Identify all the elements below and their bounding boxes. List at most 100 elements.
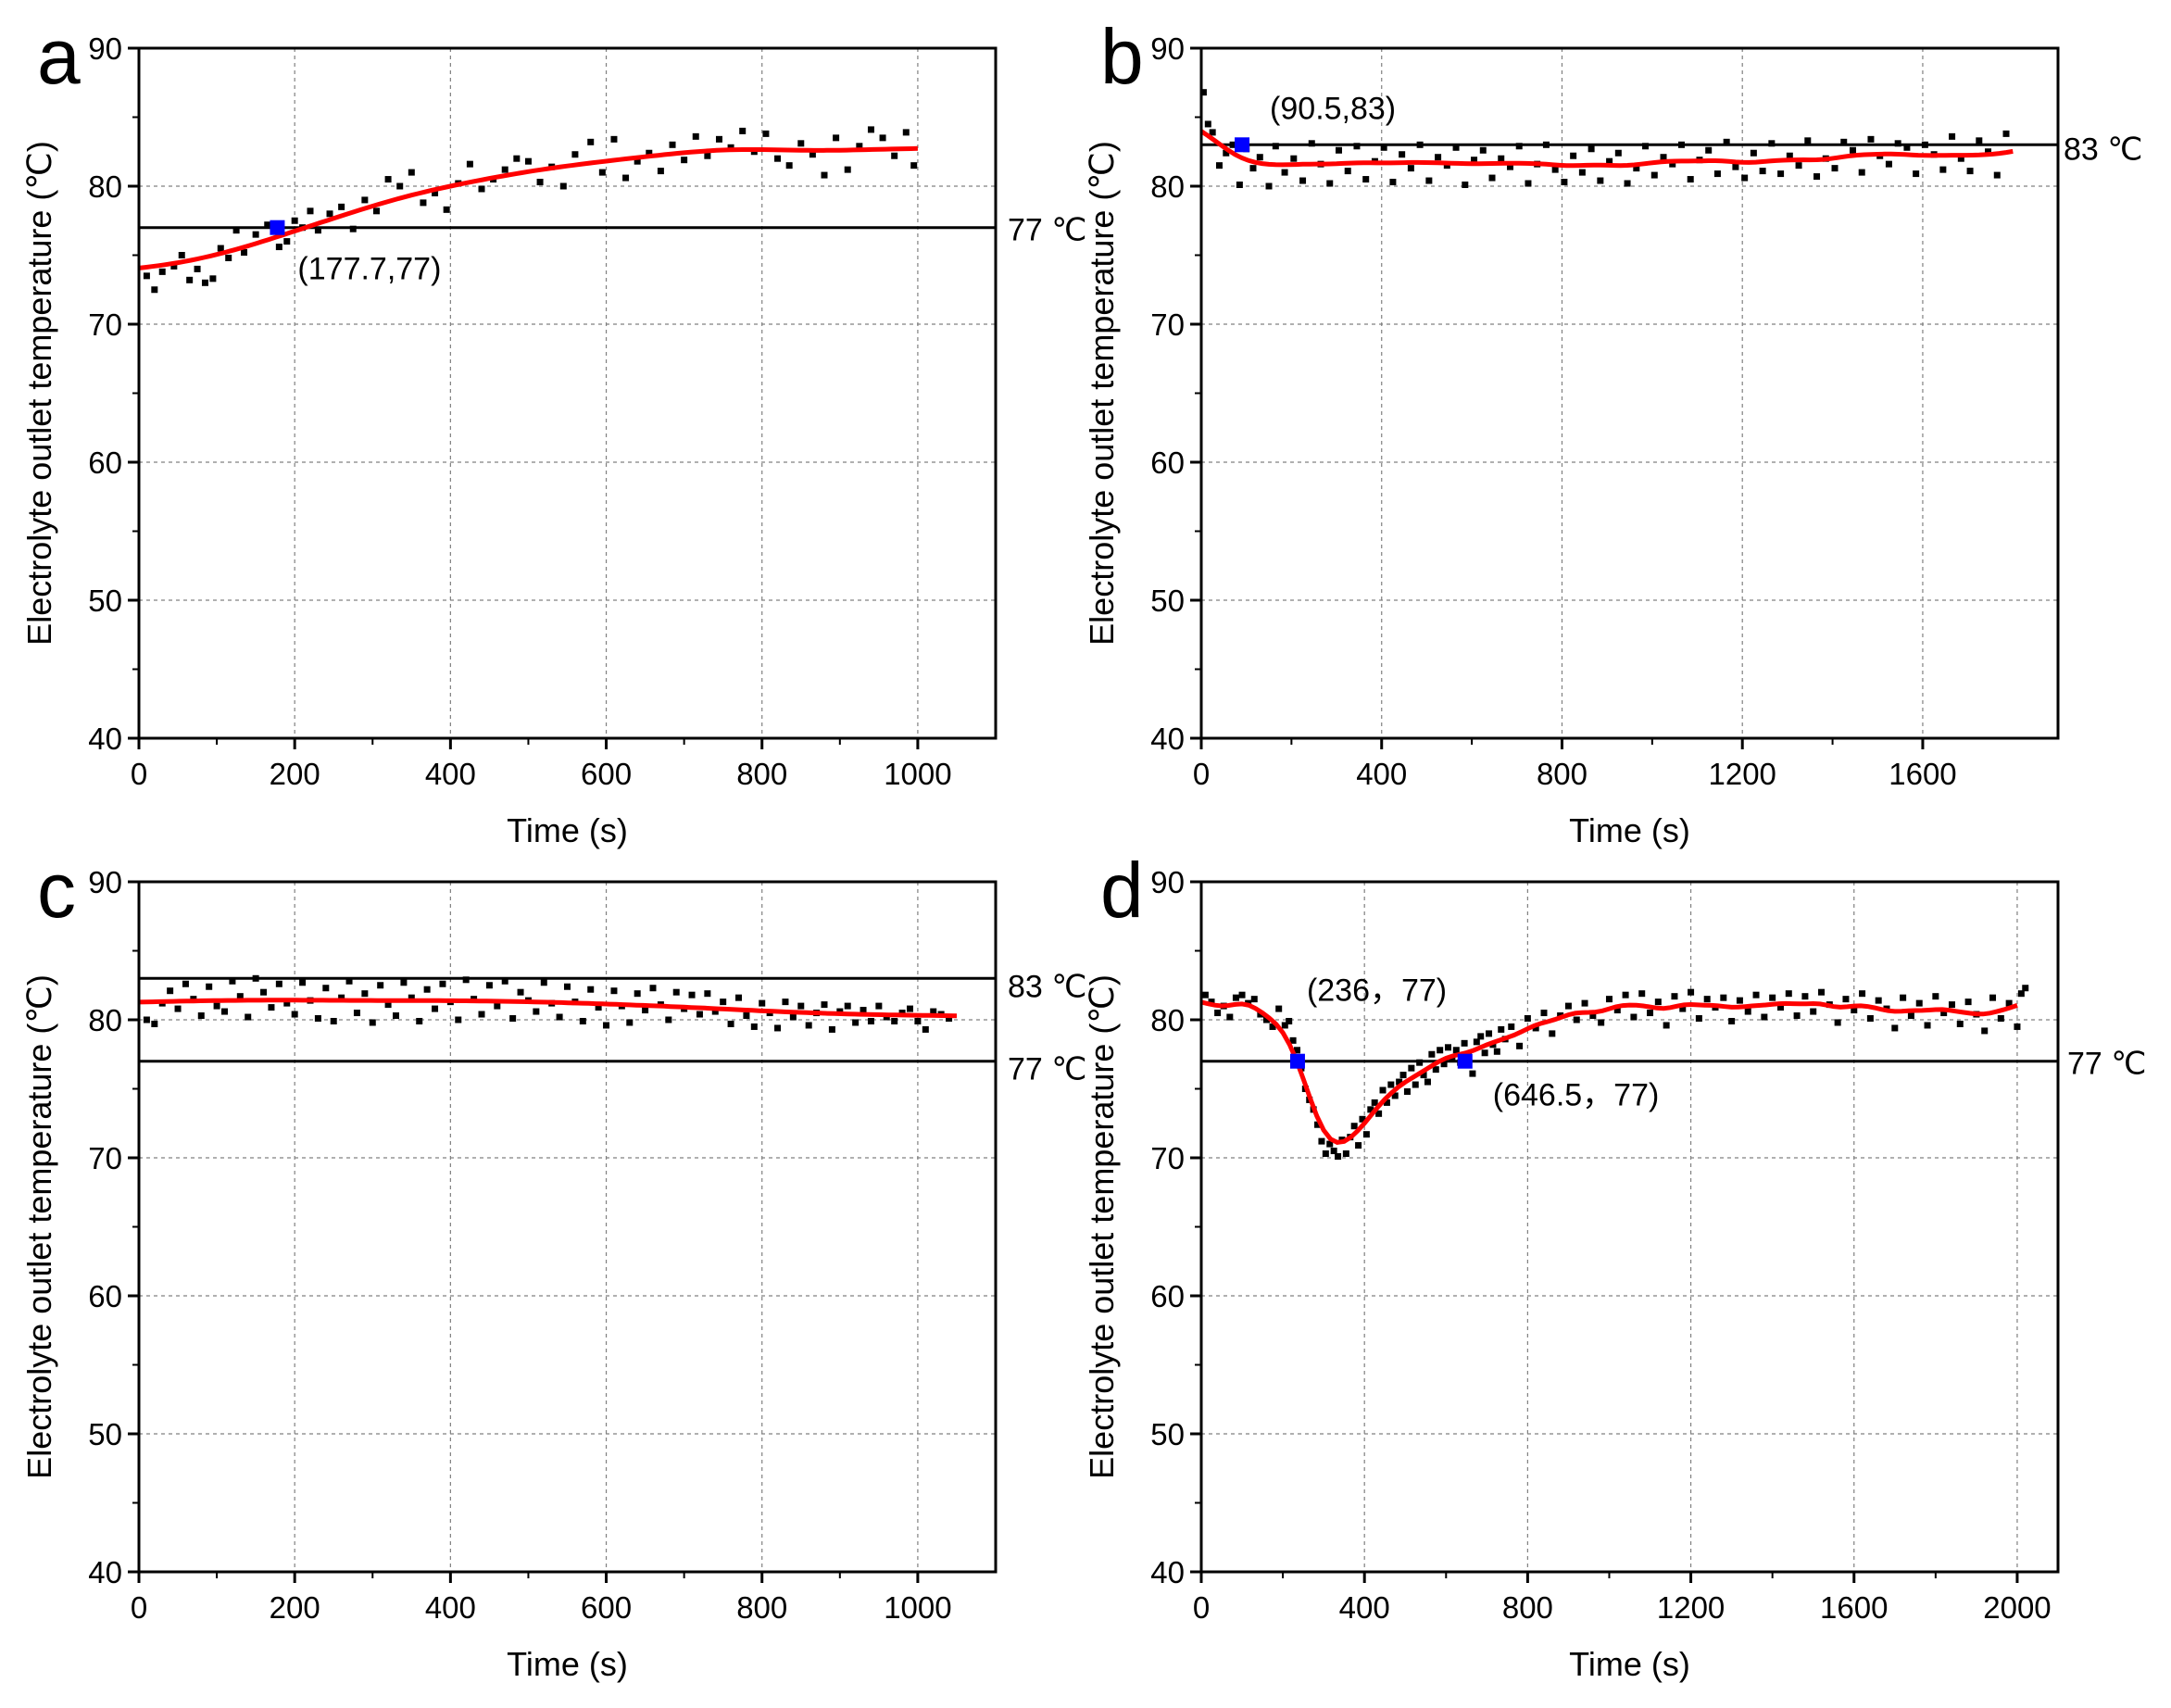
data-point [930,1008,937,1015]
panel-a: 77 ℃ (177.7,77) 0 200 400 600 800 1000 40 50 60 70 8… [20,13,1086,849]
data-point [1804,137,1812,144]
data-point [1380,144,1387,151]
data-point [1795,162,1802,170]
data-point [1379,1086,1387,1094]
data-point [626,1019,634,1026]
data-point [275,244,282,251]
data-point [170,262,178,270]
data-point [1633,165,1640,172]
data-point [1907,1012,1914,1020]
data-point [1642,143,1650,150]
data-point [1524,1015,1531,1023]
data-point [536,179,544,186]
x-tick-label: 0 [1193,1590,1210,1625]
data-point [1677,141,1685,148]
data-point [821,1001,828,1009]
x-axis-title: Time (s) [1569,1645,1690,1683]
data-point [485,982,493,989]
data-point [1498,1025,1505,1033]
data-point [1589,1012,1597,1020]
data-point [1587,145,1595,153]
data-point [236,993,244,1000]
data-point [400,979,408,986]
data-point [432,1005,439,1012]
reference-line-label: 77 ℃ [1008,1052,1086,1087]
data-point [396,182,404,190]
data-point [1525,180,1532,187]
data-point [1461,1039,1468,1047]
data-point [1391,1092,1399,1099]
data-point [1561,179,1568,186]
data-point [704,990,711,998]
data-point [423,986,431,993]
data-point [1289,1036,1297,1044]
data-point [750,1023,758,1030]
data-point [1810,1008,1817,1015]
x-tick-label: 400 [1339,1590,1390,1625]
y-tick-label: 70 [88,308,122,342]
data-point [501,977,508,985]
crossing-label: (177.7,77) [297,252,441,287]
data-point [1622,991,1629,998]
data-point [1688,988,1695,996]
data-point [587,138,595,145]
data-point [681,157,688,164]
y-tick-label: 70 [88,1141,122,1175]
x-tick-label: 800 [1537,757,1587,791]
data-point [1885,160,1892,168]
data-point [1508,1023,1515,1030]
data-point [1371,1099,1378,1106]
reference-line-label: 83 ℃ [1008,969,1086,1004]
data-point [1732,163,1739,170]
x-tick-label: 1200 [1708,757,1776,791]
data-point [797,1002,805,1010]
data-point [1993,171,2001,179]
x-tick-label: 0 [1193,757,1210,791]
data-point [1477,1033,1485,1040]
data-point [494,1002,501,1010]
y-tick-label: 60 [88,1279,122,1313]
data-point [1435,154,1442,161]
data-point [1204,120,1211,128]
y-tick-label: 60 [1150,1279,1185,1313]
data-point [1294,1047,1301,1054]
data-point [860,1007,867,1014]
data-point [1420,1072,1427,1079]
data-point [158,268,166,275]
data-point [891,152,898,159]
data-point [1551,166,1559,173]
data-point [151,286,158,294]
data-point [1867,135,1875,143]
panel-letter: b [1100,13,1144,100]
data-point [264,221,271,229]
data-point [1570,152,1577,159]
data-point [910,162,918,170]
data-point [1818,988,1826,996]
data-point [439,980,446,987]
data-point [1469,1070,1476,1077]
data-point [622,174,630,182]
data-point [805,1022,812,1029]
data-point [291,1011,298,1018]
data-point [1647,1010,1654,1017]
data-point [2022,985,2029,992]
data-point [384,176,392,183]
data-point [322,985,330,992]
data-point [245,1013,252,1021]
data-point [649,985,657,992]
data-point [275,980,282,987]
data-point [1976,137,1983,144]
data-point [1939,166,1947,173]
data-point [201,279,208,286]
x-tick-label: 600 [581,757,632,791]
data-point [856,143,863,150]
data-point [443,206,450,213]
data-point [1932,993,1939,1000]
data-point [1488,174,1496,182]
data-point [1399,151,1406,158]
data-point [2002,130,2010,137]
data-point [1440,1061,1448,1068]
data-point [642,1007,649,1014]
data-point [946,1015,953,1023]
